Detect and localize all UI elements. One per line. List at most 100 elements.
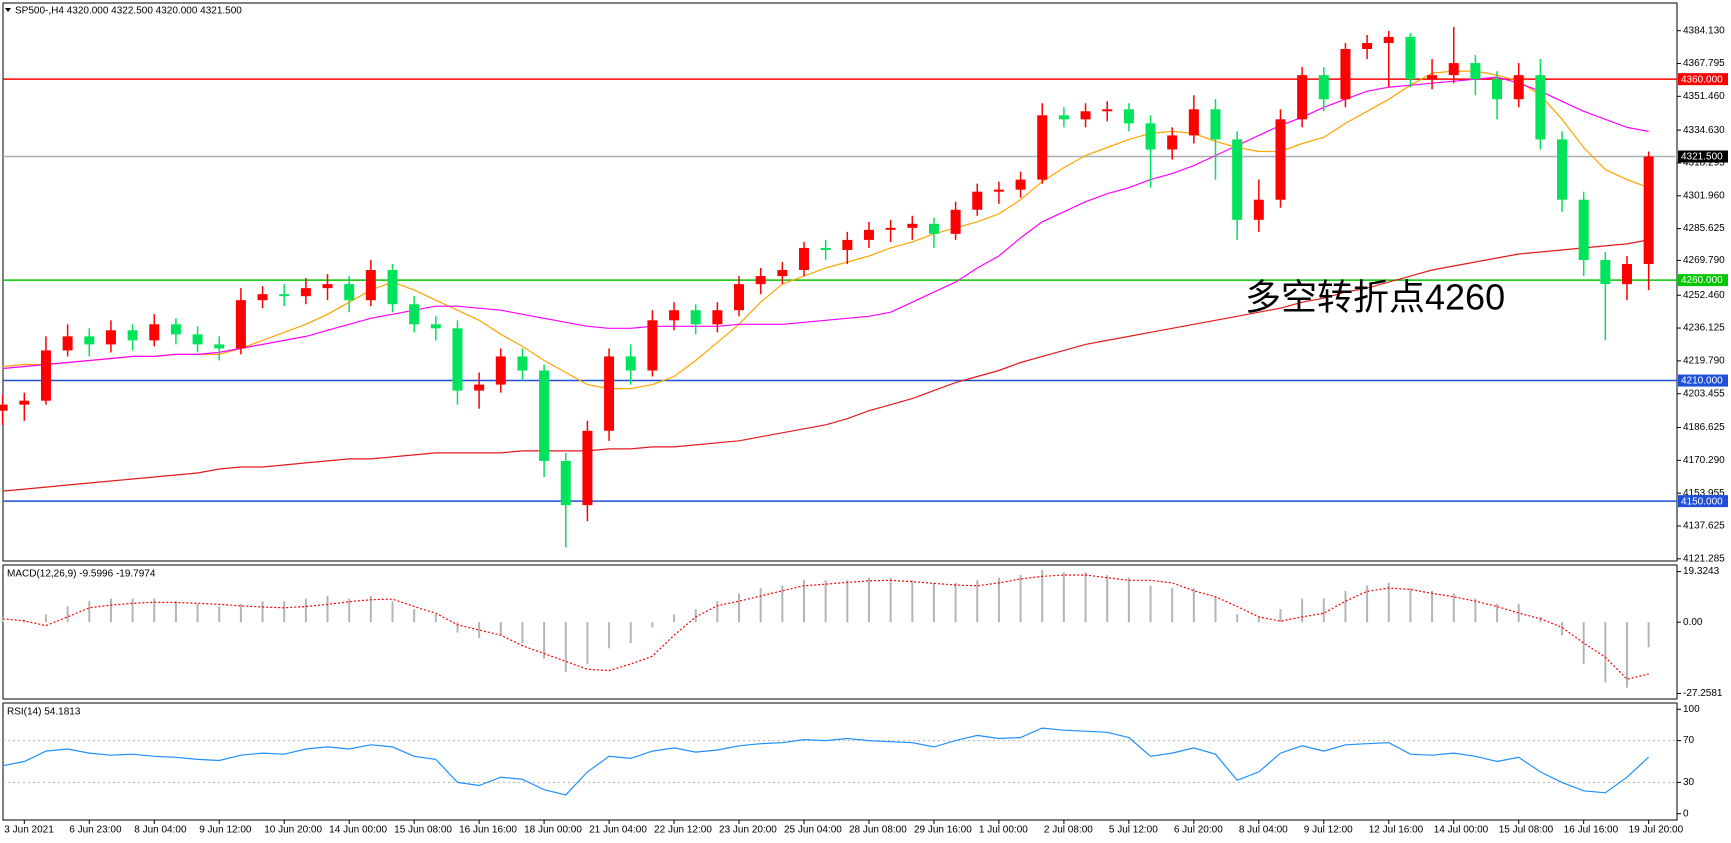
x-tick-label: 6 Jun 23:00: [69, 825, 122, 836]
candle-body: [1513, 75, 1524, 100]
candle-body: [972, 191, 983, 210]
moving-average: [2, 239, 1649, 492]
y-tick-label: 4121.285: [1683, 553, 1725, 564]
y-tick-label: 30: [1683, 777, 1695, 788]
menu-triangle: [5, 8, 11, 12]
y-tick-label: 4137.625: [1683, 521, 1725, 532]
candle-body: [690, 310, 701, 325]
level-label: 4210.000: [1681, 376, 1723, 387]
moving-average: [2, 70, 1649, 390]
candle-body: [149, 324, 160, 341]
y-tick-label: 4318.295: [1683, 158, 1725, 169]
candle-body: [1448, 63, 1459, 76]
candle-body: [842, 239, 853, 250]
candle-body: [1037, 115, 1048, 180]
y-tick-label: 4203.455: [1683, 388, 1725, 399]
candle-body: [1600, 259, 1611, 285]
x-tick-label: 10 Jun 20:00: [264, 825, 322, 836]
candle-body: [300, 288, 311, 297]
y-tick-label: 4170.290: [1683, 455, 1725, 466]
candle-body: [647, 320, 658, 371]
x-tick-label: 22 Jun 12:00: [654, 825, 712, 836]
rsi-panel: [2, 702, 1678, 821]
x-tick-label: 8 Jul 04:00: [1239, 825, 1288, 836]
chart-title: SP500-,H4 4320.000 4322.500 4320.000 432…: [15, 6, 242, 17]
candle-body: [1210, 109, 1221, 140]
candle-body: [1058, 115, 1069, 120]
x-tick-label: 29 Jun 16:00: [914, 825, 972, 836]
candle-body: [928, 223, 939, 234]
candle-body: [582, 430, 593, 506]
candle-body: [1253, 199, 1264, 220]
macd-title: MACD(12,26,9) -9.5996 -19.7974: [7, 569, 156, 580]
candle-body: [1340, 49, 1351, 100]
candle-body: [40, 350, 51, 401]
candle-body: [452, 328, 463, 391]
candle-body: [322, 284, 333, 289]
x-tick-label: 14 Jun 00:00: [329, 825, 387, 836]
level-label-box: [1678, 150, 1728, 163]
candle-body: [19, 400, 30, 405]
candle-body: [1145, 123, 1156, 150]
candle-body: [1383, 36, 1394, 43]
x-tick-label: 18 Jun 00:00: [524, 825, 582, 836]
y-tick-label: 4301.960: [1683, 190, 1725, 201]
x-tick-label: 16 Jul 16:00: [1564, 825, 1619, 836]
candle-body: [993, 189, 1004, 192]
candle-body: [1015, 179, 1026, 190]
x-tick-label: 23 Jun 20:00: [719, 825, 777, 836]
x-tick-label: 9 Jul 12:00: [1304, 825, 1353, 836]
level-label-box: [1678, 374, 1728, 387]
candle-body: [235, 300, 246, 349]
candle-body: [105, 330, 116, 345]
candle-body: [1557, 139, 1568, 200]
x-tick-label: 9 Jun 12:00: [199, 825, 252, 836]
rsi-line: [2, 727, 1650, 796]
x-tick-label: 1 Jul 00:00: [979, 825, 1028, 836]
y-tick-label: 0.00: [1683, 617, 1703, 628]
candle-body: [1297, 75, 1308, 120]
level-label: 4321.500: [1681, 152, 1723, 163]
candle-body: [279, 294, 290, 297]
candle-body: [1535, 75, 1546, 140]
candle-body: [365, 270, 376, 301]
candle-body: [560, 460, 571, 506]
x-tick-label: 14 Jul 00:00: [1434, 825, 1489, 836]
candle-body: [1232, 139, 1243, 220]
candle-body: [344, 284, 355, 301]
candle-body: [907, 223, 918, 228]
y-tick-label: 4236.125: [1683, 323, 1725, 334]
macd-panel: [2, 564, 1678, 700]
candle-body: [863, 229, 874, 240]
candle-body: [1578, 199, 1589, 260]
y-tick-label: 4334.630: [1683, 125, 1725, 136]
candle-body: [604, 356, 615, 431]
candle-body: [84, 336, 95, 345]
candle-body: [755, 276, 766, 285]
candle-body: [885, 227, 896, 230]
candle-body: [1622, 264, 1633, 285]
y-tick-label: 4269.790: [1683, 255, 1725, 266]
candle-body: [1275, 119, 1286, 200]
level-label-box: [1678, 495, 1728, 508]
candle-body: [777, 270, 788, 277]
y-tick-label: 4186.625: [1683, 422, 1725, 433]
y-tick-label: 70: [1683, 735, 1695, 746]
x-tick-label: 3 Jun 2021: [4, 825, 54, 836]
candle-body: [0, 404, 8, 411]
candle-body: [214, 344, 225, 349]
level-label-box: [1678, 274, 1728, 287]
candle-body: [539, 370, 550, 461]
candle-body: [1492, 79, 1503, 100]
y-tick-label: 4367.795: [1683, 58, 1725, 69]
candle-body: [257, 294, 268, 301]
candle-body: [1080, 111, 1091, 120]
y-tick-label: 4384.130: [1683, 25, 1725, 36]
candle-body: [950, 209, 961, 234]
x-tick-label: 12 Jul 16:00: [1369, 825, 1424, 836]
candle-body: [712, 310, 723, 325]
y-tick-label: 100: [1683, 704, 1700, 715]
candle-body: [192, 334, 203, 345]
